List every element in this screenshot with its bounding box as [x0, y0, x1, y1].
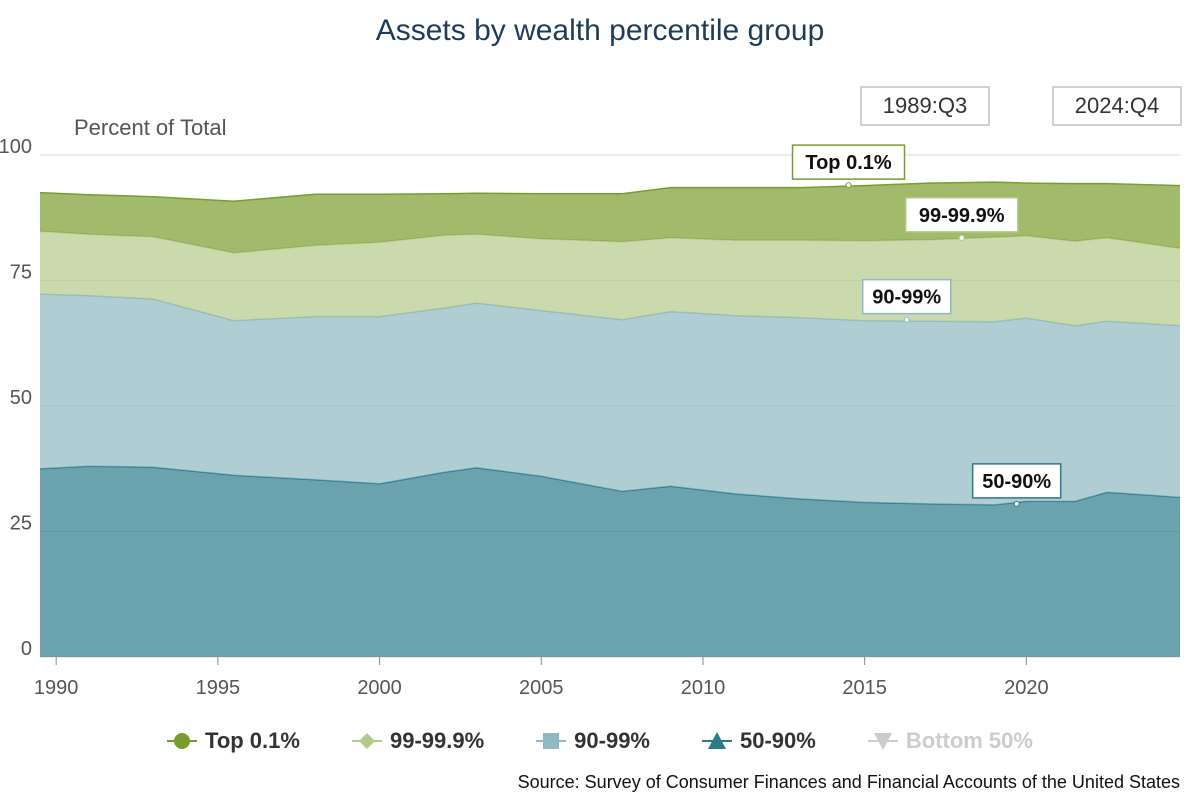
- annotation-point: [903, 316, 910, 323]
- area-50-90-[interactable]: [40, 466, 1180, 657]
- legend-label: 99-99.9%: [389, 728, 485, 753]
- legend-label: Top 0.1%: [205, 728, 300, 753]
- y-tick-label: 50: [10, 387, 32, 409]
- legend-label: Bottom 50%: [905, 728, 1033, 753]
- y-tick-label: 100: [0, 136, 32, 158]
- y-tick-label: 25: [10, 513, 32, 535]
- annotation-99-99-9-: 99-99.9%: [904, 197, 1019, 241]
- annotation-90-99-: 90-99%: [861, 278, 952, 323]
- annotation-box: [861, 278, 952, 315]
- annotation-label: 90-99%: [872, 287, 941, 309]
- y-axis-ticks: 0 25 50 75 100: [0, 136, 32, 660]
- x-tick-label: 2010: [681, 677, 726, 699]
- area-top-0-1-[interactable]: [40, 182, 1180, 253]
- y-tick-label: 75: [10, 262, 32, 284]
- area-90-99-[interactable]: [40, 294, 1180, 505]
- series-annotations: Top 0.1% 99-99.9% 90-99% 50-90%: [791, 144, 1062, 507]
- legend-item-top-0-1[interactable]: Top 0.1%: [167, 728, 300, 754]
- chart-title: Assets by wealth percentile group: [375, 14, 825, 47]
- x-tick-label: 1990: [34, 677, 79, 699]
- x-tick-label: 2015: [842, 677, 887, 699]
- annotation-top-0-1-: Top 0.1%: [791, 144, 906, 189]
- x-tick-label: 1995: [196, 677, 241, 699]
- annotation-box: [904, 197, 1019, 233]
- legend-item-99-99-9[interactable]: 99-99.9%: [351, 728, 485, 754]
- annotation-box: [971, 463, 1062, 499]
- x-tick-label: 2020: [1004, 677, 1049, 699]
- line-top-0-1-: [39, 181, 1181, 202]
- triangle-down-marker-icon: [867, 733, 898, 750]
- y-tick-label: 0: [21, 638, 32, 660]
- date-range-end-input[interactable]: 2024:Q4: [1052, 86, 1182, 126]
- legend-label: 90-99%: [574, 728, 650, 753]
- date-range-start-input[interactable]: 1989:Q3: [860, 86, 990, 126]
- annotation-point: [958, 234, 965, 241]
- annotation-point: [1013, 500, 1020, 507]
- source-note: Source: Survey of Consumer Finances and …: [517, 772, 1180, 792]
- area-series: [39, 181, 1181, 657]
- circle-marker-icon: [167, 733, 198, 749]
- legend-item-bottom-50[interactable]: Bottom 50%: [867, 728, 1033, 754]
- legend-label: 50-90%: [740, 728, 816, 753]
- annotation-label: Top 0.1%: [805, 152, 892, 174]
- annotation-label: 99-99.9%: [919, 205, 1005, 227]
- triangle-marker-icon: [702, 732, 732, 749]
- annotation-label: 50-90%: [982, 471, 1051, 493]
- x-axis-ticks: 1990 1995 2000 2005 2010 2015 2020: [34, 657, 1049, 699]
- annotation-point: [845, 182, 852, 189]
- x-tick-label: 2000: [357, 677, 402, 699]
- square-marker-icon: [536, 733, 567, 749]
- y-axis-label: Percent of Total: [74, 115, 226, 140]
- diamond-marker-icon: [351, 733, 382, 749]
- x-tick-label: 2005: [519, 677, 564, 699]
- annotation-50-90-: 50-90%: [971, 463, 1062, 507]
- legend-item-90-99[interactable]: 90-99%: [536, 728, 650, 754]
- legend-item-50-90[interactable]: 50-90%: [702, 728, 816, 754]
- legend: Top 0.1% 99-99.9% 90-99% 50-90% Bottom 5…: [0, 728, 1200, 754]
- annotation-box: [791, 144, 906, 180]
